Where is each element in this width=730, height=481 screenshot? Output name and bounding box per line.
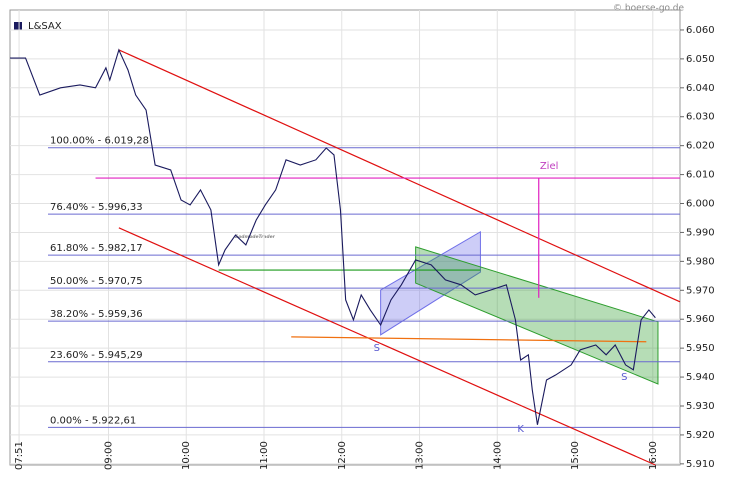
annotation: S (374, 343, 380, 354)
credit: © boerse-go.de (613, 4, 684, 14)
y-tick-label: 5.920 (686, 430, 715, 441)
x-tick-label: 07:51 (14, 441, 25, 470)
y-tick-label: 6.020 (686, 141, 715, 152)
fib-label: 100.00% - 6.019,28 (50, 136, 149, 147)
fib-label: 23.60% - 5.945,29 (50, 350, 143, 361)
plot-area (9, 9, 681, 466)
y-tick-label: 6.010 (686, 170, 715, 181)
y-tick-label: 6.030 (686, 112, 715, 123)
x-tick-label: 09:00 (103, 441, 114, 470)
x-tick-label: 16:00 (648, 441, 659, 470)
y-tick-label: 5.990 (686, 227, 715, 238)
x-tick-label: 12:00 (337, 441, 348, 470)
y-tick-label: 6.040 (686, 83, 715, 94)
x-tick-label: 15:00 (570, 441, 581, 470)
annotation: Ziel (540, 161, 559, 172)
y-tick-label: 5.970 (686, 285, 715, 296)
trend-line (291, 336, 647, 343)
watermark: GodmodeTrader (235, 234, 276, 240)
y-tick-label: 6.060 (686, 25, 715, 36)
trend-line (118, 227, 656, 466)
x-tick-label: 14:00 (492, 441, 503, 470)
trend-line (118, 49, 681, 303)
price-line (10, 48, 656, 425)
y-tick-label: 5.910 (686, 459, 715, 470)
fib-label: 50.00% - 5.970,75 (50, 276, 143, 287)
channel-band (415, 246, 659, 385)
y-tick-label: 6.050 (686, 54, 715, 65)
fib-label: 76.40% - 5.996,33 (50, 202, 143, 213)
y-tick-label: 5.940 (686, 372, 715, 383)
y-tick-label: 5.980 (686, 256, 715, 267)
x-tick-label: 11:00 (259, 441, 270, 470)
fib-label: 61.80% - 5.982,17 (50, 243, 143, 254)
annotation: K (517, 424, 524, 435)
legend-swatch (14, 22, 22, 30)
legend-label: L&SAX (28, 21, 62, 32)
y-tick-label: 5.950 (686, 343, 715, 354)
y-tick-label: 5.930 (686, 401, 715, 412)
y-tick-label: 5.960 (686, 314, 715, 325)
x-tick-label: 13:00 (415, 441, 426, 470)
channel-band (380, 230, 481, 336)
fib-label: 0.00% - 5.922,61 (50, 415, 136, 426)
fib-label: 38.20% - 5.959,36 (50, 309, 143, 320)
annotation: S (621, 372, 627, 383)
y-tick-label: 6.000 (686, 199, 715, 210)
x-tick-label: 10:00 (181, 441, 192, 470)
